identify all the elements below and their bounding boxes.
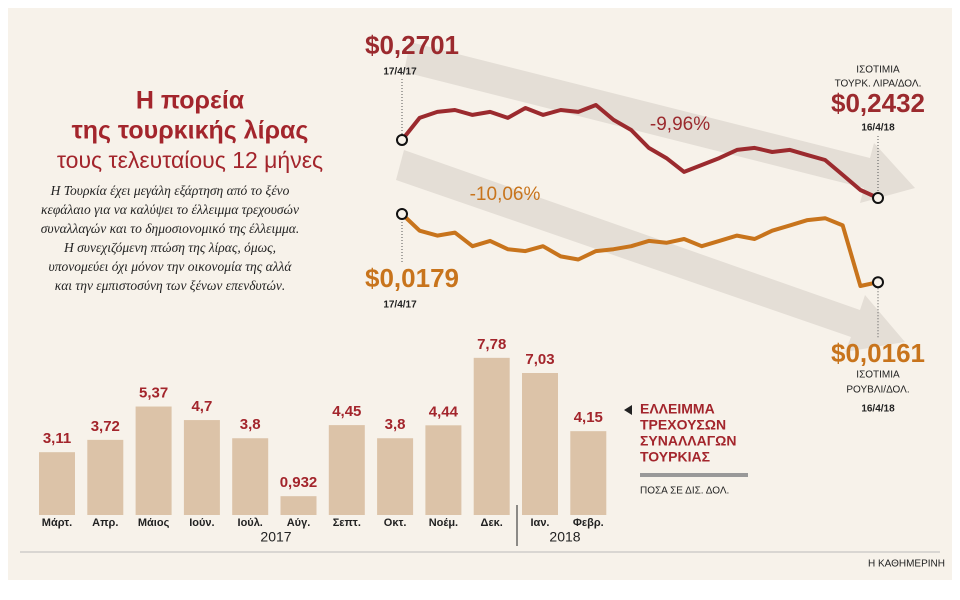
end-date: 16/4/18 [861, 123, 895, 134]
legend-title: ΤΟΥΡΚΙΑΣ [640, 449, 710, 465]
rate-line [400, 103, 879, 200]
end-point [872, 192, 884, 204]
x-tick-label: Οκτ. [384, 517, 407, 529]
value-label: 3,8 [385, 416, 406, 433]
value-label: 7,78 [477, 336, 506, 353]
end-label: $0,2432 [831, 88, 925, 118]
bar [232, 438, 269, 515]
value-label: 3,72 [91, 418, 120, 435]
x-tick-label: Μάιος [138, 517, 170, 529]
start-date: 17/4/17 [383, 300, 417, 311]
end-caption: ΡΟΥΒΛΙ/ΔΟΛ. [846, 385, 909, 396]
bar [570, 431, 607, 515]
change-label: -10,06% [470, 184, 541, 205]
title: της τουρκικής λίρας [72, 117, 309, 145]
legend-title: ΕΛΛΕΙΜΜΑ [640, 401, 715, 417]
x-tick-label: Φεβρ. [573, 517, 604, 529]
x-tick-label: Απρ. [92, 517, 118, 529]
year-label: 2018 [549, 529, 580, 545]
value-label: 3,8 [240, 416, 261, 433]
value-label: 7,03 [525, 351, 554, 368]
trend-arrows [396, 42, 915, 352]
bar [473, 357, 510, 515]
x-tick-label: Αύγ. [287, 517, 311, 529]
body-text: και την εμπιστοσύνη των ξένων επενδυτών. [55, 278, 286, 293]
end-caption: ΤΟΥΡΚ. ΛΙΡΑ/ΔΟΛ. [835, 79, 922, 90]
value-label: 4,45 [332, 403, 361, 420]
value-label: 0,932 [280, 474, 318, 491]
x-tick-label: Ιούν. [189, 517, 214, 529]
value-label: 4,15 [574, 409, 603, 426]
bar [328, 425, 365, 515]
end-label: $0,0161 [831, 338, 925, 368]
x-tick-label: Ιαν. [531, 517, 550, 529]
source: Η ΚΑΘΗΜΕΡΙΝΗ [868, 559, 945, 570]
body-text: υπονομεύει όχι μόνον την οικονομία της α… [49, 259, 293, 274]
bar [87, 439, 124, 515]
start-point [396, 208, 408, 220]
start-date: 17/4/17 [383, 67, 417, 78]
start-point [396, 133, 408, 146]
bar [183, 420, 220, 515]
legend-unit: ΠΟΣΑ ΣΕ ΔΙΣ. ΔΟΛ. [640, 486, 729, 497]
start-label: $0,0179 [365, 263, 459, 293]
bar [135, 406, 172, 515]
x-tick-label: Σεπτ. [333, 517, 361, 529]
year-label: 2017 [260, 529, 291, 545]
change-label: -9,96% [650, 114, 710, 135]
value-label: 3,11 [43, 430, 71, 447]
end-point [872, 276, 884, 289]
bar [280, 496, 317, 515]
value-label: 4,44 [429, 403, 459, 420]
legend-title: ΤΡΕΧΟΥΣΩΝ [640, 417, 726, 433]
legend-rule [640, 473, 748, 477]
body-text: Η Τουρκία έχει μεγάλη εξάρτηση από το ξέ… [50, 183, 290, 198]
bar [522, 372, 558, 515]
body-text: συναλλαγών και το δημοσιονομικό της έλλε… [41, 221, 299, 236]
x-tick-label: Νοέμ. [429, 517, 458, 529]
end-date: 16/4/18 [861, 404, 895, 415]
start-label: $0,2701 [365, 30, 459, 60]
bar [425, 425, 462, 515]
x-tick-label: Μάρτ. [42, 517, 72, 529]
title: Η πορεία [136, 87, 245, 115]
bar [377, 438, 414, 515]
value-label: 4,7 [191, 398, 212, 415]
body-text: Η συνεχιζόμενη πτώση της λίρας, όμως, [63, 240, 276, 255]
rate-line [400, 212, 879, 288]
x-tick-label: Ιούλ. [238, 517, 263, 529]
x-tick-label: Δεκ. [481, 517, 503, 529]
body-text: κεφάλαιο για να καλύψει το έλλειμμα τρεχ… [41, 202, 299, 217]
bar [39, 452, 75, 515]
legend-title: ΣΥΝΑΛΛΑΓΩΝ [640, 433, 737, 449]
value-label: 5,37 [139, 384, 168, 401]
subtitle: τους τελευταίους 12 μήνες [57, 147, 323, 173]
legend-pointer [624, 405, 632, 415]
end-caption: ΙΣΟΤΙΜΙΑ [856, 65, 900, 76]
end-caption: ΙΣΟΤΙΜΙΑ [856, 370, 900, 381]
